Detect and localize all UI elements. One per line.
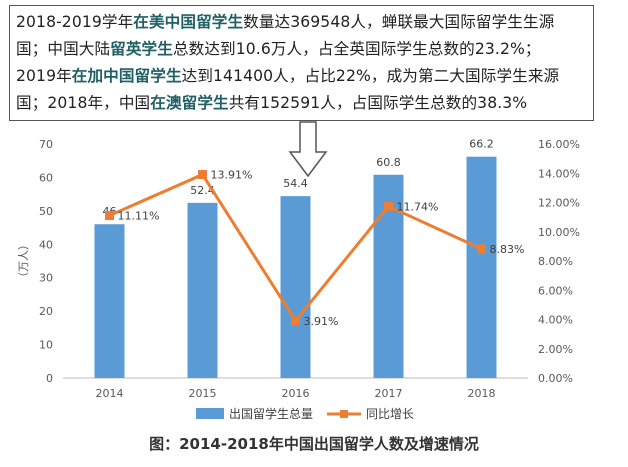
bar-data-label: 60.8	[376, 156, 401, 169]
callout-text: 国；2018年，中国	[16, 94, 151, 112]
growth-marker	[198, 170, 207, 180]
line-data-label: 13.91%	[211, 169, 253, 182]
line-data-label: 11.74%	[397, 200, 439, 213]
callout-arrow	[288, 121, 328, 178]
y-tick-label: 50	[39, 205, 53, 218]
bar	[466, 156, 497, 378]
bar	[280, 196, 311, 378]
line-data-label: 8.83%	[490, 243, 525, 256]
x-tick-label: 2017	[375, 387, 403, 400]
growth-marker	[384, 201, 393, 211]
y2-tick-label: 12.00%	[538, 197, 580, 210]
callout-text: 达到141400人，占比22%，成为第二大国际学生来源	[181, 67, 560, 85]
callout-text: 2019年	[16, 67, 72, 85]
legend-label-bar: 出国留学生总量	[229, 406, 313, 421]
y2-tick-label: 16.00%	[538, 138, 580, 151]
y-tick-label: 0	[46, 372, 53, 385]
bar-data-label: 54.4	[283, 177, 308, 190]
y-tick-label: 30	[39, 272, 53, 285]
y2-tick-label: 4.00%	[538, 314, 573, 327]
callout-text: 国；中国大陆	[16, 40, 111, 58]
x-tick-label: 2015	[189, 387, 217, 400]
callout-line: 国；2018年，中国在澳留学生共有152591人，占国际学生总数的38.3%	[16, 90, 587, 117]
line-data-label: 11.11%	[118, 210, 160, 223]
callout-highlight: 在加中国留学生	[71, 67, 182, 85]
bar-data-label: 52.4	[190, 184, 215, 197]
callout-box: 2018-2019学年在美中国留学生数量达369548人，蝉联最大国际留学生生源…	[9, 5, 594, 121]
x-tick-label: 2016	[282, 387, 310, 400]
y2-tick-label: 6.00%	[538, 284, 573, 297]
y-tick-label: 40	[39, 238, 53, 251]
y-tick-label: 60	[39, 171, 53, 184]
y2-tick-label: 10.00%	[538, 226, 580, 239]
y-axis-title: （万人）	[17, 239, 30, 283]
callout-text: 总数达到10.6万人，占全英国际学生总数的23.2%；	[172, 40, 541, 58]
growth-marker	[291, 316, 300, 326]
callout-highlight: 留英学生	[110, 40, 173, 58]
callout-text: 2018-2019学年	[16, 13, 134, 31]
legend-swatch-bar	[196, 408, 224, 419]
y2-tick-label: 8.00%	[538, 255, 573, 268]
x-tick-label: 2014	[96, 387, 124, 400]
line-data-label: 3.91%	[304, 315, 339, 328]
y2-tick-label: 2.00%	[538, 343, 573, 356]
callout-line: 2019年在加中国留学生达到141400人，占比22%，成为第二大国际学生来源	[16, 63, 587, 90]
bar-data-label: 66.2	[469, 138, 494, 151]
legend-swatch-marker	[340, 410, 348, 418]
callout-text: 共有152591人，占国际学生总数的38.3%	[228, 94, 528, 112]
growth-marker	[105, 211, 114, 221]
y-tick-label: 70	[39, 138, 53, 151]
y2-tick-label: 0.00%	[538, 372, 573, 385]
legend-label-line: 同比增长	[366, 407, 414, 421]
callout-line: 国；中国大陆留英学生总数达到10.6万人，占全英国际学生总数的23.2%；	[16, 36, 587, 63]
y2-tick-label: 14.00%	[538, 167, 580, 180]
x-tick-label: 2018	[468, 387, 496, 400]
callout-highlight: 在美中国留学生	[133, 13, 244, 31]
growth-marker	[477, 244, 486, 254]
chart-caption: 图：2014-2018年中国出国留学人数及增速情况	[149, 435, 479, 453]
bar	[187, 202, 218, 378]
callout-line: 2018-2019学年在美中国留学生数量达369548人，蝉联最大国际留学生生源	[16, 9, 587, 36]
callout-text: 数量达369548人，蝉联最大国际留学生生源	[243, 13, 555, 31]
y-tick-label: 20	[39, 305, 53, 318]
y-tick-label: 10	[39, 339, 53, 352]
callout-highlight: 在澳留学生	[150, 94, 229, 112]
bar	[94, 224, 125, 378]
